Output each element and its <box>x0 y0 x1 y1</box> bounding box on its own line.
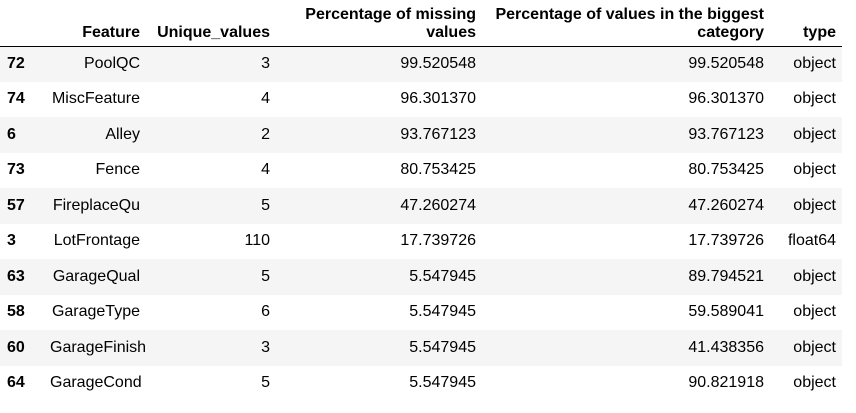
cell-type: object <box>793 267 836 285</box>
cell-biggest-category-percentage: 17.739726 <box>688 232 764 250</box>
table-row: 63 GarageQual 5 5.547945 89.794521 object <box>0 259 842 295</box>
cell-unique-values: 5 <box>261 374 270 392</box>
table-body: 72 PoolQC 3 99.520548 99.520548 object 74 MiscF… <box>0 46 842 401</box>
cell-biggest-category-percentage: 89.794521 <box>688 267 764 285</box>
cell-biggest-category-percentage: 80.753425 <box>688 161 764 179</box>
table-row: 72 PoolQC 3 99.520548 99.520548 object <box>0 46 842 82</box>
cell-unique-values: 110 <box>244 232 270 250</box>
cell-feature: GarageType <box>51 303 140 321</box>
row-index: 3 <box>7 232 16 250</box>
cell-unique-values: 4 <box>261 90 270 108</box>
index-column-header <box>0 0 44 47</box>
cell-biggest-category-percentage: 99.520548 <box>688 55 764 72</box>
table-row: 60 GarageFinish 3 5.547945 41.438356 object <box>0 330 842 366</box>
cell-missing-percentage: 99.520548 <box>400 55 476 72</box>
cell-unique-values: 2 <box>261 125 270 143</box>
table-row: 74 MiscFeature 4 96.301370 96.301370 object <box>0 81 842 117</box>
cell-biggest-category-percentage: 41.438356 <box>688 338 764 356</box>
table-row: 73 Fence 4 80.753425 80.753425 object <box>0 152 842 188</box>
table-row: 57 FireplaceQu 5 47.260274 47.260274 object <box>0 188 842 224</box>
cell-missing-percentage: 5.547945 <box>409 374 476 392</box>
cell-missing-percentage: 5.547945 <box>409 303 476 321</box>
cell-type: object <box>793 338 836 356</box>
cell-feature: LotFrontage <box>53 232 140 250</box>
cell-unique-values: 3 <box>261 338 270 356</box>
cell-missing-percentage: 5.547945 <box>409 338 476 356</box>
cell-biggest-category-percentage: 96.301370 <box>688 90 764 108</box>
cell-feature: Fence <box>95 161 140 179</box>
header-row: Feature Unique_values Percentage of miss… <box>0 0 842 47</box>
cell-unique-values: 3 <box>261 55 270 72</box>
column-header-missing-percentage: Percentage of missing values <box>276 0 482 47</box>
row-index: 63 <box>7 267 25 285</box>
row-index: 72 <box>7 55 25 72</box>
table-header: Feature Unique_values Percentage of miss… <box>0 0 842 47</box>
cell-type: float64 <box>787 232 836 250</box>
cell-missing-percentage: 96.301370 <box>400 90 476 108</box>
column-header-feature: Feature <box>44 0 146 47</box>
cell-unique-values: 5 <box>261 196 270 214</box>
cell-missing-percentage: 80.753425 <box>400 161 476 179</box>
row-index: 64 <box>7 374 25 392</box>
cell-biggest-category-percentage: 90.821918 <box>688 374 764 392</box>
table-row: 6 Alley 2 93.767123 93.767123 object <box>0 117 842 153</box>
row-index: 6 <box>7 125 16 143</box>
cell-type: object <box>793 196 836 214</box>
column-header-type: type <box>770 0 842 47</box>
cell-type: object <box>793 125 836 143</box>
cell-missing-percentage: 5.547945 <box>409 267 476 285</box>
table-row: 3 LotFrontage 110 17.739726 17.739726 float64 <box>0 223 842 259</box>
cell-unique-values: 4 <box>261 161 270 179</box>
cell-type: object <box>793 161 836 179</box>
row-index: 73 <box>7 161 25 179</box>
cell-type: object <box>793 303 836 321</box>
cell-feature: GarageQual <box>52 267 140 285</box>
cell-type: object <box>793 374 836 392</box>
column-header-biggest-category-percentage: Percentage of values in the biggest cate… <box>482 0 770 47</box>
cell-feature: MiscFeature <box>51 90 140 108</box>
row-index: 60 <box>7 338 25 356</box>
cell-missing-percentage: 93.767123 <box>400 125 476 143</box>
cell-biggest-category-percentage: 59.589041 <box>688 303 764 321</box>
cell-feature: Alley <box>105 125 140 143</box>
table-row: 64 GarageCond 5 5.547945 90.821918 object <box>0 365 842 401</box>
cell-unique-values: 5 <box>261 267 270 285</box>
cell-missing-percentage: 47.260274 <box>400 196 476 214</box>
column-header-unique-values: Unique_values <box>146 0 276 47</box>
row-index: 74 <box>7 90 25 108</box>
cell-biggest-category-percentage: 47.260274 <box>688 196 764 214</box>
dataframe-table: Feature Unique_values Percentage of miss… <box>0 0 842 401</box>
cell-unique-values: 6 <box>261 303 270 321</box>
table-row: 58 GarageType 6 5.547945 59.589041 object <box>0 294 842 330</box>
cell-feature: PoolQC <box>83 55 140 72</box>
cell-type: object <box>793 90 836 108</box>
row-index: 58 <box>7 303 25 321</box>
cell-feature: FireplaceQu <box>52 196 140 214</box>
row-index: 57 <box>7 196 25 214</box>
cell-feature: GarageFinish <box>50 338 147 356</box>
cell-missing-percentage: 17.739726 <box>400 232 476 250</box>
cell-biggest-category-percentage: 93.767123 <box>688 125 764 143</box>
cell-feature: GarageCond <box>50 374 142 392</box>
cell-type: object <box>793 55 836 72</box>
